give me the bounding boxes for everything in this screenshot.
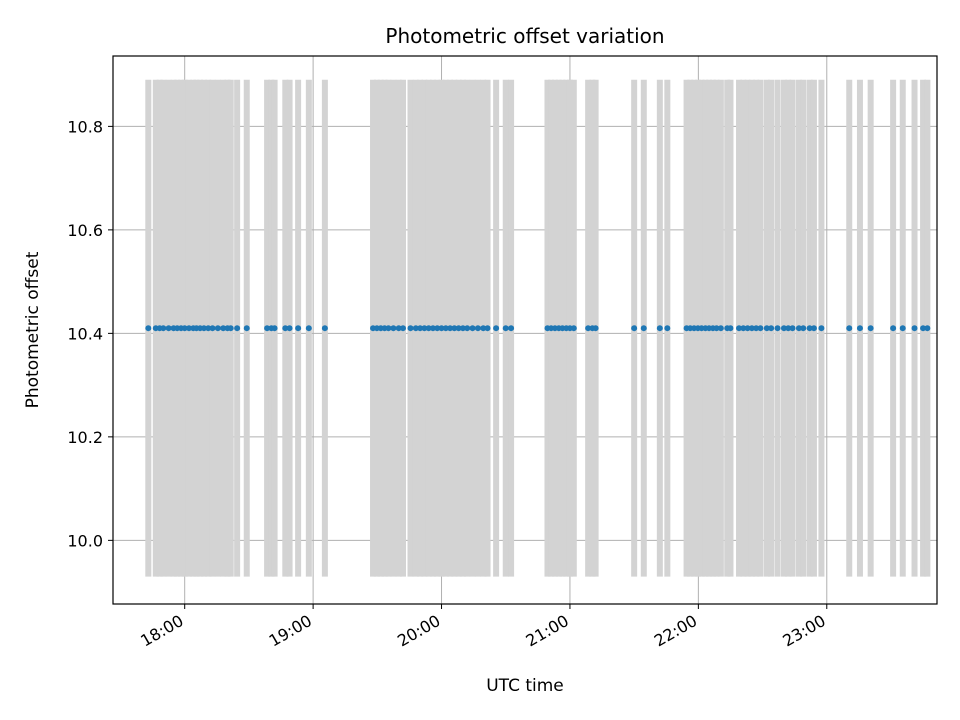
data-point [810,325,817,332]
data-point [442,325,449,332]
data-point [447,325,454,332]
data-point [474,325,481,332]
data-point [717,325,724,332]
data-point [570,325,577,332]
data-point [493,325,500,332]
data-point [200,325,207,332]
data-point [856,325,863,332]
data-point [592,325,599,332]
data-point [438,325,445,332]
y-tick-label: 10.2 [67,428,103,447]
data-point [185,325,192,332]
chart-title: Photometric offset variation [385,24,664,48]
data-point [806,325,813,332]
data-point [484,325,491,332]
data-point [763,325,770,332]
data-point [899,325,906,332]
data-point [800,325,807,332]
data-point [220,325,227,332]
x-tick-label: 20:00 [394,611,443,651]
data-point [713,325,720,332]
data-point [640,325,647,332]
data-point [425,325,432,332]
data-point [727,325,734,332]
data-point [395,325,402,332]
x-tick-label: 18:00 [137,611,186,651]
data-point [846,325,853,332]
data-point [451,325,458,332]
data-point [243,325,250,332]
data-point [890,325,897,332]
data-point [145,325,152,332]
data-point [502,325,509,332]
plot-frame [112,55,938,605]
data-point [264,325,271,332]
data-point [181,325,188,332]
data-point [924,325,931,332]
data-point [631,325,638,332]
data-point [656,325,663,332]
data-point [455,325,462,332]
x-axis: 18:00 19:00 20:00 21:00 22:00 23:00 [137,604,829,651]
y-tick-label: 10.0 [67,531,103,550]
y-axis-label: Photometric offset [23,251,43,408]
data-point [795,325,802,332]
data-point [664,325,671,332]
data-point [748,325,755,332]
data-point [920,325,927,332]
x-axis-label: UTC time [486,676,564,696]
data-point [234,325,241,332]
data-point [469,325,476,332]
data-point [400,325,407,332]
y-tick-label: 10.6 [67,221,103,240]
data-point [421,325,428,332]
data-point [227,325,234,332]
data-point [508,325,515,332]
x-tick-label: 21:00 [523,611,572,651]
x-tick-label: 23:00 [779,611,828,651]
data-point [818,325,825,332]
data-point [282,325,289,332]
data-point [911,325,918,332]
data-point [464,325,471,332]
data-point [789,325,796,332]
data-point [736,325,743,332]
data-point [480,325,487,332]
data-points [145,325,931,332]
data-point [780,325,787,332]
data-point [214,325,221,332]
data-point [390,325,397,332]
data-point [321,325,328,332]
data-point [757,325,764,332]
x-tick-label: 22:00 [651,611,700,651]
data-point [295,325,302,332]
data-point [305,325,312,332]
data-point [459,325,466,332]
data-point [417,325,424,332]
data-point [160,325,167,332]
data-point [740,325,747,332]
data-point [271,325,278,332]
x-tick-label: 19:00 [266,611,315,651]
y-axis: 10.0 10.2 10.4 10.6 10.8 [67,117,113,550]
y-tick-label: 10.4 [67,324,103,343]
data-point [165,325,172,332]
data-point [429,325,436,332]
data-point [753,325,760,332]
data-point [768,325,775,332]
data-point [385,325,392,332]
data-point [286,325,293,332]
data-point [407,325,414,332]
data-point [774,325,781,332]
data-point [205,325,212,332]
data-point [867,325,874,332]
data-point [585,325,592,332]
data-point [744,325,751,332]
data-point [785,325,792,332]
data-point [209,325,216,332]
y-tick-label: 10.8 [67,117,103,136]
data-point [412,325,419,332]
data-point [434,325,441,332]
